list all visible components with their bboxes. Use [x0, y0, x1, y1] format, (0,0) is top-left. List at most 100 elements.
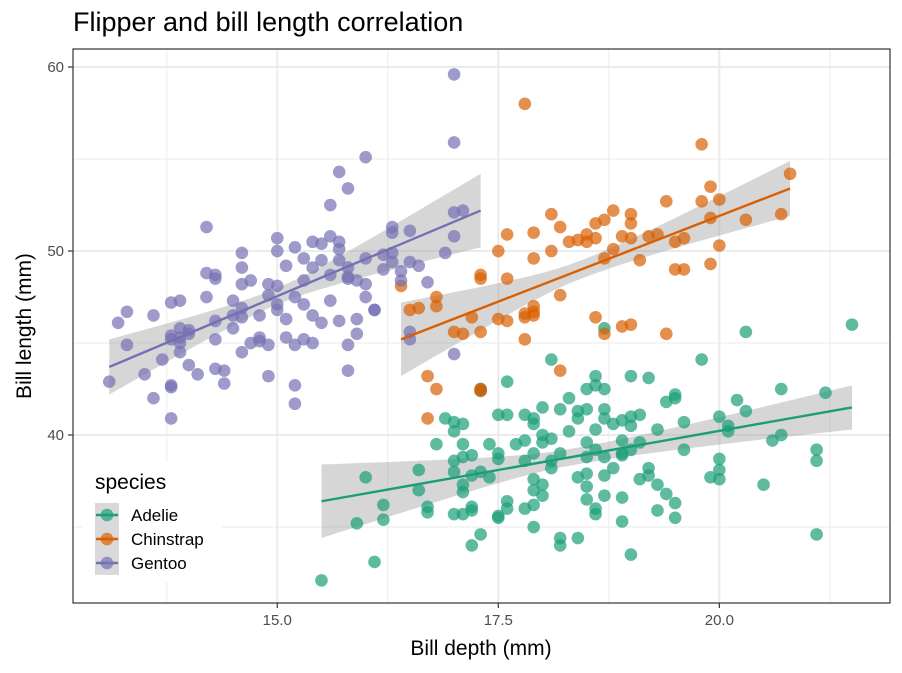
- data-point-gentoo: [359, 277, 372, 291]
- data-point-adelie: [757, 478, 770, 491]
- data-point-chinstrap: [527, 226, 540, 239]
- data-point-chinstrap: [783, 167, 797, 181]
- data-point-adelie: [810, 528, 823, 541]
- x-axis: 15.0 17.5 20.0: [263, 603, 734, 629]
- data-point-gentoo: [377, 263, 390, 276]
- data-point-adelie: [589, 369, 602, 383]
- data-point-adelie: [553, 402, 567, 416]
- y-axis-title: Bill length (mm): [13, 253, 36, 399]
- data-point-adelie: [774, 428, 788, 442]
- data-point-gentoo: [270, 244, 284, 258]
- data-point-chinstrap: [430, 299, 443, 313]
- data-point-chinstrap: [580, 235, 594, 249]
- data-point-adelie: [527, 483, 540, 497]
- data-point-gentoo: [253, 309, 266, 322]
- data-point-gentoo: [315, 253, 328, 267]
- data-point-gentoo: [315, 316, 328, 330]
- data-point-gentoo: [270, 231, 284, 245]
- data-point-gentoo: [447, 347, 461, 361]
- data-point-adelie: [713, 410, 726, 423]
- data-point-adelie: [633, 472, 647, 486]
- data-point-adelie: [810, 443, 823, 457]
- data-point-gentoo: [262, 277, 275, 291]
- data-point-gentoo: [350, 327, 364, 341]
- data-point-adelie: [465, 539, 479, 552]
- data-point-adelie: [553, 539, 567, 552]
- data-point-adelie: [695, 353, 708, 366]
- data-point-adelie: [580, 436, 594, 449]
- data-point-chinstrap: [412, 301, 426, 315]
- data-point-adelie: [589, 502, 602, 515]
- data-point-chinstrap: [553, 220, 567, 234]
- data-point-gentoo: [111, 316, 125, 330]
- data-point-adelie: [713, 452, 726, 466]
- legend: species Adelie Chinstrap Gentoo: [82, 462, 222, 582]
- legend-label-gentoo: Gentoo: [131, 554, 187, 573]
- data-point-adelie: [350, 517, 364, 530]
- data-point-adelie: [598, 450, 611, 464]
- data-point-adelie: [536, 401, 549, 414]
- data-point-chinstrap: [447, 325, 461, 339]
- data-point-gentoo: [226, 321, 240, 335]
- data-point-chinstrap: [695, 195, 708, 208]
- data-point-gentoo: [421, 276, 434, 289]
- data-point-adelie: [651, 423, 664, 436]
- data-point-chinstrap: [606, 242, 620, 256]
- data-point-gentoo: [341, 364, 355, 377]
- data-point-gentoo: [288, 290, 302, 304]
- data-point-gentoo: [200, 290, 213, 304]
- data-point-chinstrap: [500, 228, 514, 241]
- data-point-gentoo: [385, 255, 399, 269]
- data-point-adelie: [527, 520, 540, 534]
- data-point-gentoo: [217, 364, 231, 377]
- data-point-gentoo: [306, 336, 319, 350]
- data-point-adelie: [739, 404, 753, 418]
- data-point-chinstrap: [624, 217, 638, 230]
- data-point-gentoo: [173, 345, 187, 359]
- data-point-chinstrap: [624, 207, 638, 221]
- data-point-adelie: [642, 371, 655, 385]
- data-point-gentoo: [279, 259, 293, 273]
- data-point-chinstrap: [739, 213, 753, 227]
- data-point-gentoo: [332, 253, 346, 267]
- data-point-chinstrap: [774, 207, 788, 221]
- data-point-gentoo: [209, 333, 222, 346]
- x-tick-label: 15.0: [263, 612, 292, 629]
- data-point-gentoo: [297, 252, 311, 265]
- data-point-chinstrap: [677, 263, 691, 276]
- data-point-gentoo: [120, 338, 134, 352]
- data-point-gentoo: [324, 294, 337, 308]
- data-point-chinstrap: [668, 263, 682, 276]
- data-point-adelie: [819, 386, 832, 399]
- data-point-adelie: [527, 447, 540, 460]
- data-point-gentoo: [279, 312, 293, 326]
- data-point-gentoo: [288, 241, 302, 254]
- plot-panel: [72, 48, 891, 604]
- data-point-chinstrap: [624, 231, 638, 245]
- y-tick-label: 60: [47, 59, 64, 76]
- data-point-gentoo: [226, 294, 240, 308]
- data-point-adelie: [624, 548, 638, 561]
- data-point-gentoo: [164, 380, 178, 394]
- data-point-chinstrap: [598, 327, 611, 341]
- data-point-gentoo: [368, 303, 381, 317]
- data-point-chinstrap: [624, 318, 638, 331]
- data-point-gentoo: [447, 230, 461, 243]
- data-point-gentoo: [235, 246, 249, 260]
- y-tick-label: 50: [47, 243, 64, 260]
- data-point-adelie: [651, 478, 664, 491]
- data-point-chinstrap: [598, 213, 611, 227]
- data-point-adelie: [668, 391, 682, 405]
- data-point-chinstrap: [545, 207, 558, 221]
- data-point-adelie: [359, 471, 372, 484]
- data-point-gentoo: [279, 331, 293, 344]
- x-tick-label: 20.0: [705, 612, 734, 629]
- data-point-gentoo: [385, 226, 399, 239]
- data-point-chinstrap: [633, 253, 647, 267]
- data-point-adelie: [615, 491, 629, 504]
- data-point-adelie: [465, 504, 479, 517]
- data-point-adelie: [447, 465, 461, 479]
- data-point-chinstrap: [421, 369, 434, 383]
- data-point-gentoo: [297, 298, 311, 311]
